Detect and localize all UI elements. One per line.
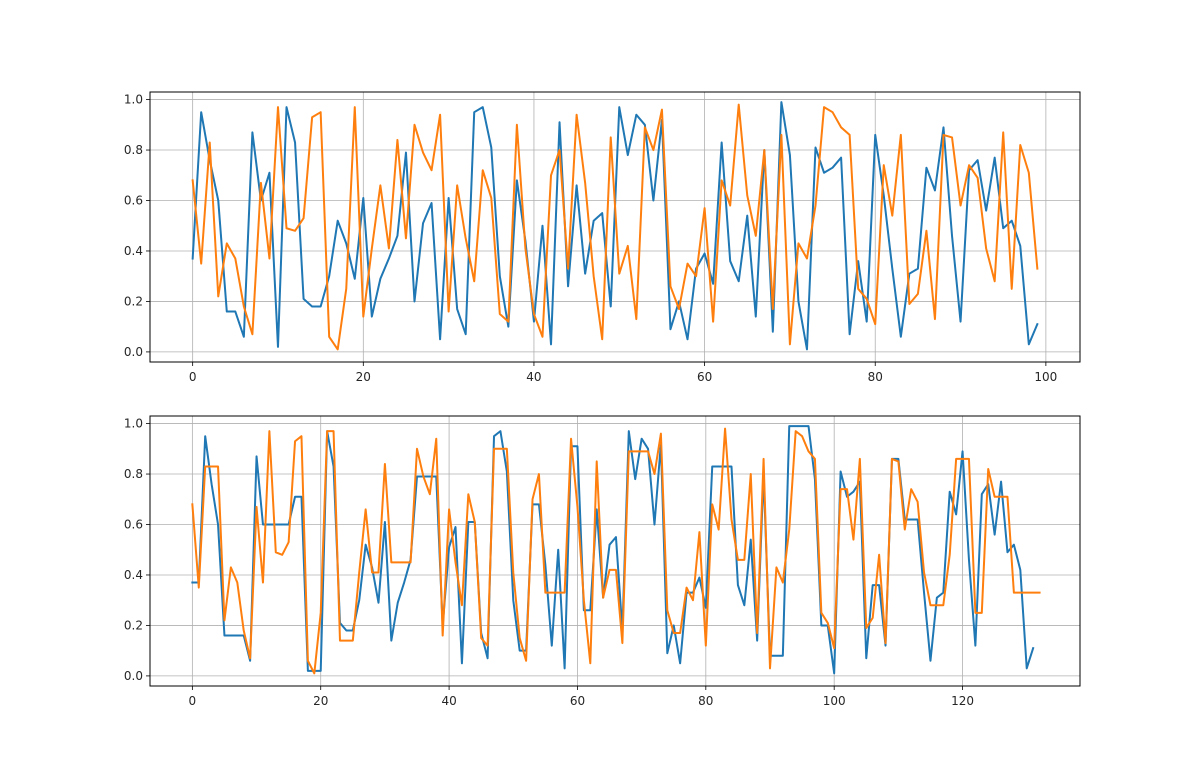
- y-tick-label: 1.0: [124, 93, 143, 107]
- x-tick-label: 20: [356, 370, 371, 384]
- y-tick-label: 1.0: [124, 417, 143, 431]
- axes-frame: [149, 415, 1081, 687]
- y-tick-label: 0.2: [124, 294, 143, 308]
- x-tick-label: 0: [189, 370, 197, 384]
- y-tick-label: 0.8: [124, 467, 143, 481]
- x-tick-label: 40: [441, 694, 456, 708]
- y-tick-label: 0.0: [124, 669, 143, 683]
- x-tick-label: 120: [951, 694, 974, 708]
- y-tick-label: 0.6: [124, 518, 143, 532]
- x-tick-label: 0: [189, 694, 197, 708]
- x-tick-label: 100: [1034, 370, 1057, 384]
- x-tick-label: 60: [570, 694, 585, 708]
- bottom-subplot: 0 20 40 60 80 100 120 0.0 0.2 0.4 0.6 0.8 1.0: [124, 415, 1081, 708]
- x-tick-label: 60: [697, 370, 712, 384]
- y-tick-label: 0.6: [124, 194, 143, 208]
- y-tick-label: 0.4: [124, 244, 143, 258]
- series-line-1: [191, 101, 1039, 351]
- x-tick-label: 80: [868, 370, 883, 384]
- axes-frame: [149, 91, 1081, 363]
- x-tick-label: 100: [823, 694, 846, 708]
- y-tick-label: 0.2: [124, 618, 143, 632]
- y-tick-label: 0.0: [124, 345, 143, 359]
- top-subplot: 0 20 40 60 80 100 0.0 0.2 0.4 0.6 0.8 1.0: [124, 91, 1081, 384]
- series-line-2: [191, 427, 1041, 675]
- y-tick-label: 0.4: [124, 568, 143, 582]
- x-tick-label: 20: [313, 694, 328, 708]
- y-tick-label: 0.8: [124, 143, 143, 157]
- x-tick-label: 80: [698, 694, 713, 708]
- series-line-2: [191, 103, 1039, 351]
- x-tick-label: 40: [526, 370, 541, 384]
